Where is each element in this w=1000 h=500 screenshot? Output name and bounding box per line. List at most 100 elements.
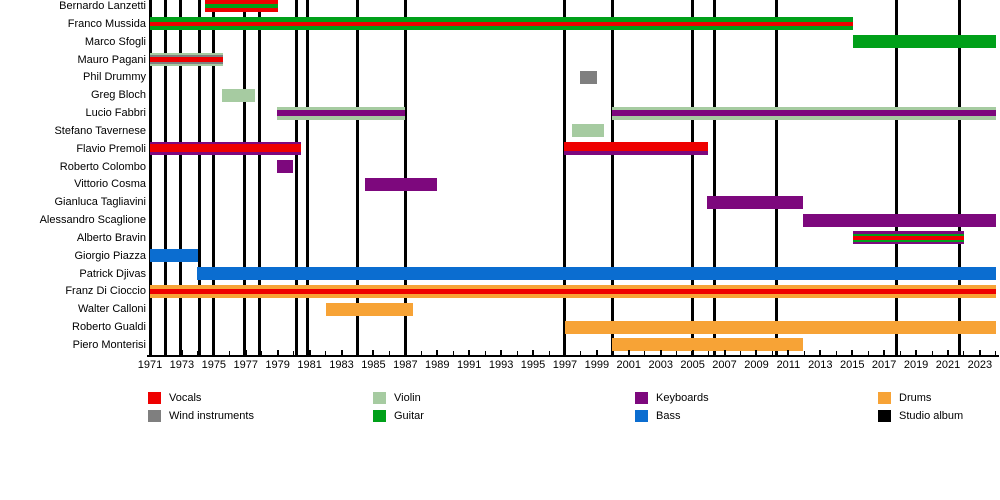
member-row-label: Walter Calloni [77, 303, 146, 316]
legend-label: Bass [656, 410, 681, 422]
x-axis-tick-label: 1991 [456, 359, 482, 371]
member-bar [707, 195, 803, 209]
x-axis-tick [691, 350, 694, 355]
member-bar [853, 35, 996, 49]
member-row-label: Patrick Djivas [79, 267, 146, 280]
x-axis-tick [293, 351, 295, 355]
x-axis-tick [915, 350, 918, 355]
x-axis-tick-label: 1987 [393, 359, 418, 371]
x-axis-tick [947, 350, 949, 355]
legend-label: Wind instruments [169, 410, 254, 422]
x-axis-tick-label: 1999 [584, 359, 610, 371]
member-bar [564, 142, 708, 156]
x-axis-tick-label: 2007 [712, 359, 737, 371]
bar-stripe-violin [612, 106, 996, 110]
x-axis-tick [978, 350, 981, 355]
x-axis-tick [851, 350, 854, 355]
legend-label: Vocals [169, 392, 202, 404]
member-row-label: Stefano Tavernese [54, 124, 146, 137]
bar-stripe-guitar [150, 17, 854, 22]
x-axis-tick [963, 351, 965, 355]
album-marker-line [211, 0, 215, 355]
x-axis-tick [340, 350, 343, 355]
member-bar [364, 177, 438, 191]
bar-stripe-vocals [150, 21, 854, 26]
x-axis-tick [452, 351, 454, 355]
x-axis-tick-label: 1973 [169, 359, 195, 371]
x-axis-tick-label: 1985 [361, 359, 386, 371]
x-axis-tick [356, 351, 358, 355]
x-axis-tick [595, 350, 598, 355]
bar-stripe-keyboards [150, 142, 301, 145]
bar-stripe-vocals [205, 8, 278, 13]
member-bar [564, 320, 996, 334]
bar-stripe-guitar [205, 3, 278, 9]
member-row-label: Piero Monterisi [72, 338, 146, 351]
bar-stripe-keyboards [364, 177, 438, 191]
bar-stripe-vocals [853, 235, 964, 241]
member-bar [612, 106, 996, 120]
bar-stripe-vocals [150, 57, 223, 62]
x-axis-tick [229, 351, 231, 355]
legend-swatch-keyboards [635, 392, 648, 404]
x-axis-tick [404, 350, 407, 355]
legend-label: Drums [899, 392, 932, 404]
member-row-label: Giorgio Piazza [74, 249, 146, 262]
x-axis-tick [548, 351, 550, 355]
legend-swatch-album [878, 410, 891, 422]
x-axis-tick [612, 351, 614, 355]
album-marker-line [690, 0, 694, 355]
x-axis-tick [484, 351, 486, 355]
x-axis-tick [740, 351, 742, 355]
x-axis-tick [803, 351, 805, 355]
bar-stripe-violin [221, 88, 256, 102]
x-axis-tick [835, 351, 837, 355]
x-axis-tick [244, 350, 247, 355]
x-axis-tick [676, 351, 678, 355]
legend-label: Keyboards [656, 392, 709, 404]
album-marker-line [957, 0, 961, 355]
legend-swatch-guitar [373, 410, 386, 422]
bar-stripe-wind [150, 55, 223, 58]
album-marker-line [198, 0, 202, 355]
x-axis-tick [372, 350, 375, 355]
x-axis-tick-label: 2009 [744, 359, 769, 371]
bar-stripe-drums [325, 302, 414, 316]
bar-stripe-drums [612, 338, 803, 352]
member-bar [150, 17, 854, 31]
x-axis-tick [644, 351, 646, 355]
member-row-label: Marco Sfogli [84, 35, 146, 48]
bar-stripe-drums [150, 284, 996, 289]
member-row-label: Mauro Pagani [77, 53, 147, 66]
bar-stripe-keyboards [612, 109, 996, 117]
x-axis-tick [180, 350, 183, 355]
bar-stripe-wind [580, 70, 597, 84]
bar-stripe-vocals [150, 144, 301, 152]
bar-stripe-wind [150, 61, 223, 64]
member-bar [150, 142, 301, 156]
x-axis-tick [771, 351, 773, 355]
album-marker-line [355, 0, 359, 355]
x-axis-tick [516, 351, 518, 355]
bar-stripe-guitar [150, 25, 854, 31]
x-axis-tick-label: 1995 [520, 359, 546, 371]
member-bar [205, 0, 278, 13]
member-bar [580, 70, 597, 84]
album-marker-line [305, 0, 309, 355]
member-row-label: Gianluca Tagliavini [54, 196, 146, 209]
x-axis-tick [899, 351, 901, 355]
bar-stripe-bass [197, 267, 996, 281]
member-bar [325, 302, 414, 316]
member-row-label: Franz Di Cioccio [65, 285, 146, 298]
album-marker-line [403, 0, 407, 355]
member-row-label: Roberto Gualdi [72, 321, 146, 334]
x-axis-tick-label: 1981 [297, 359, 322, 371]
album-marker-line [895, 0, 899, 355]
bar-stripe-keyboards [853, 231, 964, 234]
member-row-label: Greg Bloch [90, 89, 146, 102]
legend-label: Guitar [394, 410, 424, 422]
member-bar [150, 284, 996, 298]
album-marker-line [295, 0, 299, 355]
member-row-label: Vittorio Cosma [74, 178, 146, 191]
